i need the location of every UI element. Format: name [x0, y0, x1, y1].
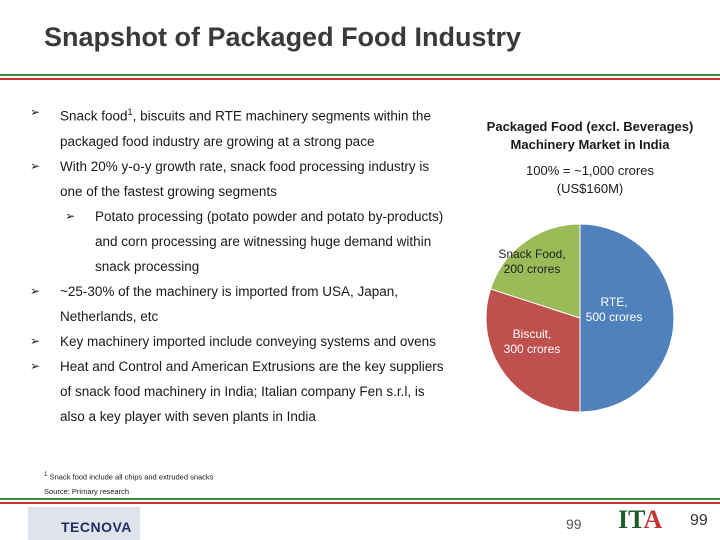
tecnova-logo: TECNOVA — [28, 507, 140, 540]
chart-subtitle: 100% = ~1,000 crores (US$160M) — [526, 163, 654, 196]
sub-bullet-item: ➢ Potato processing (potato powder and po… — [30, 204, 450, 279]
page-number-left: 99 — [566, 516, 582, 532]
arrowhead-bullet-icon: ➢ — [30, 333, 41, 348]
bullet-list: ➢ Snack food1, biscuits and RTE machinery… — [30, 100, 450, 429]
pie-slice — [485, 288, 581, 413]
bullet-item: ➢ Heat and Control and American Extrusion… — [30, 354, 450, 429]
pie-slice — [489, 223, 581, 319]
footnote: 1 Snack food include all chips and extru… — [44, 471, 214, 482]
page-number: 99 — [690, 512, 708, 529]
ita-logo: ITA — [618, 505, 663, 534]
bullet-item: ➢ Snack food1, biscuits and RTE machinery… — [30, 100, 450, 154]
pie-slice-label: RTE, 500 crores — [586, 295, 643, 324]
arrowhead-bullet-icon: ➢ — [30, 283, 41, 298]
slide-title: Snapshot of Packaged Food Industry — [44, 22, 522, 52]
arrowhead-bullet-icon: ➢ — [30, 158, 41, 173]
pie-slice-label: Biscuit, 300 crores — [504, 327, 561, 356]
source-note: Source: Primary research — [44, 487, 130, 496]
arrowhead-bullet-icon: ➢ — [30, 358, 41, 373]
arrowhead-bullet-icon: ➢ — [30, 105, 41, 119]
bullet-item: ➢ With 20% y-o-y growth rate, snack food … — [30, 154, 450, 204]
bullet-item: ➢ ~25-30% of the machinery is imported fr… — [30, 279, 450, 329]
bottom-divider — [0, 498, 720, 504]
arrowhead-bullet-icon: ➢ — [65, 208, 76, 223]
top-divider — [0, 74, 720, 80]
pie-chart: RTE, 500 crores Biscuit, 300 crores Snack Fo… — [485, 223, 675, 413]
chart-title: Packaged Food (excl. Beverages) Machiner… — [486, 119, 694, 152]
pie-slice — [579, 223, 675, 413]
bullet-item: ➢ Key machinery imported include conveyin… — [30, 329, 450, 354]
pie-slice-label: Snack Food, 200 crores — [498, 247, 565, 276]
